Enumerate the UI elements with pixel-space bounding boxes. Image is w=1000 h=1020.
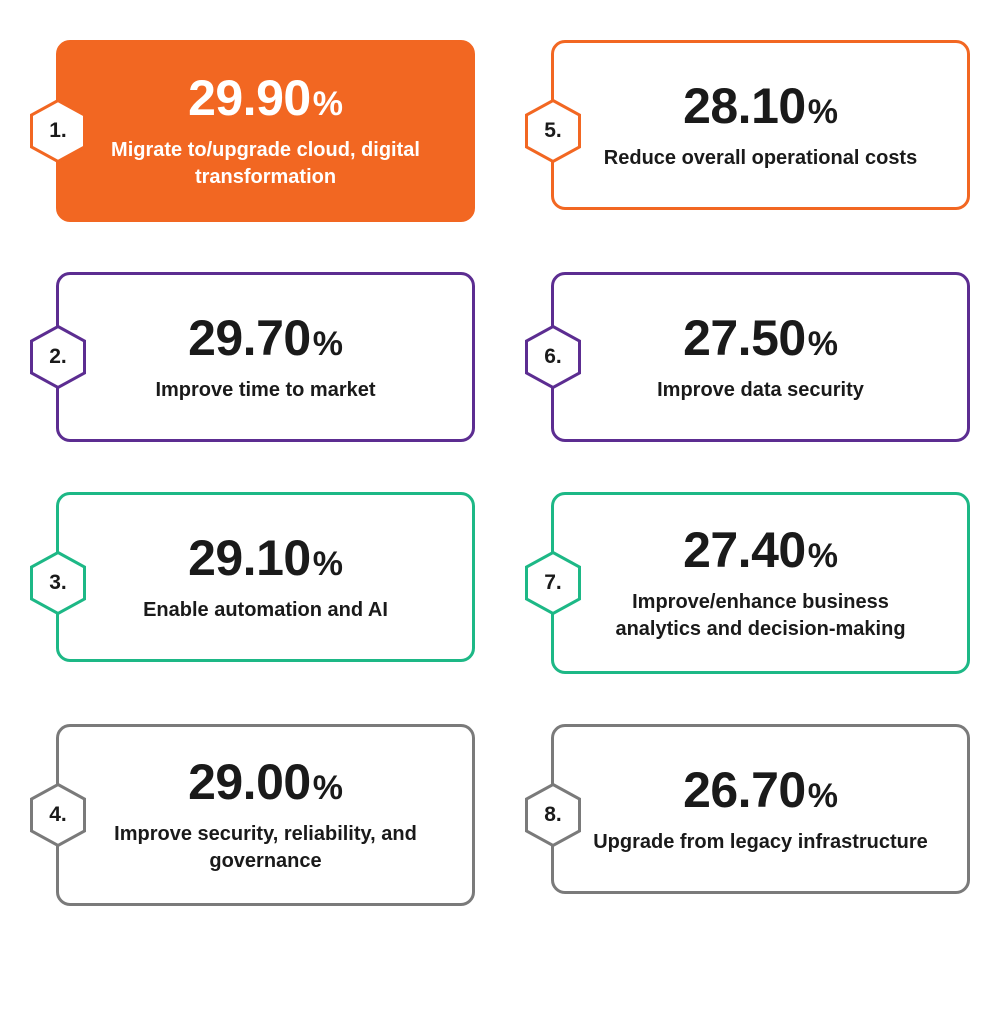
stat-card-4: 29.00 % Improve security, reliability, a… xyxy=(56,724,475,906)
card-wrap-3: 3. 29.10 % Enable automation and AI xyxy=(30,492,475,674)
rank-hexagon-6: 6. xyxy=(525,325,581,389)
rank-hexagon-2: 2. xyxy=(30,325,86,389)
rank-number: 5. xyxy=(525,99,581,163)
percent-value: 28.10 xyxy=(683,77,806,135)
percent-value: 29.00 xyxy=(188,753,311,811)
card-label: Upgrade from legacy infrastructure xyxy=(593,829,928,856)
rank-number: 7. xyxy=(525,551,581,615)
stat-card-3: 29.10 % Enable automation and AI xyxy=(56,492,475,662)
percent-sign: % xyxy=(808,537,838,576)
percent-sign: % xyxy=(808,325,838,364)
percent-row: 29.70 % xyxy=(188,309,343,367)
rank-number: 3. xyxy=(30,551,86,615)
card-wrap-6: 6. 27.50 % Improve data security xyxy=(525,272,970,442)
card-wrap-7: 7. 27.40 % Improve/enhance business anal… xyxy=(525,492,970,674)
card-wrap-2: 2. 29.70 % Improve time to market xyxy=(30,272,475,442)
card-wrap-8: 8. 26.70 % Upgrade from legacy infrastru… xyxy=(525,724,970,906)
percent-sign: % xyxy=(808,93,838,132)
card-label: Improve time to market xyxy=(155,377,375,404)
percent-value: 29.90 xyxy=(188,69,311,127)
rank-number: 2. xyxy=(30,325,86,389)
percent-sign: % xyxy=(313,85,343,124)
percent-value: 29.70 xyxy=(188,309,311,367)
stat-card-6: 27.50 % Improve data security xyxy=(551,272,970,442)
percent-row: 29.00 % xyxy=(188,753,343,811)
stat-card-1: 29.90 % Migrate to/upgrade cloud, digita… xyxy=(56,40,475,222)
stat-card-5: 28.10 % Reduce overall operational costs xyxy=(551,40,970,210)
rank-number: 8. xyxy=(525,783,581,847)
infographic-grid: 1. 29.90 % Migrate to/upgrade cloud, dig… xyxy=(30,40,970,906)
rank-hexagon-5: 5. xyxy=(525,99,581,163)
rank-hexagon-3: 3. xyxy=(30,551,86,615)
stat-card-7: 27.40 % Improve/enhance business analyti… xyxy=(551,492,970,674)
percent-sign: % xyxy=(313,545,343,584)
rank-hexagon-7: 7. xyxy=(525,551,581,615)
card-wrap-5: 5. 28.10 % Reduce overall operational co… xyxy=(525,40,970,222)
card-label: Improve data security xyxy=(657,377,864,404)
card-label: Improve/enhance business analytics and d… xyxy=(591,589,931,643)
percent-value: 27.40 xyxy=(683,521,806,579)
percent-row: 28.10 % xyxy=(683,77,838,135)
percent-value: 26.70 xyxy=(683,761,806,819)
card-label: Improve security, reliability, and gover… xyxy=(96,821,436,875)
percent-value: 27.50 xyxy=(683,309,806,367)
percent-row: 27.40 % xyxy=(683,521,838,579)
percent-sign: % xyxy=(313,769,343,808)
rank-hexagon-4: 4. xyxy=(30,783,86,847)
percent-row: 29.10 % xyxy=(188,529,343,587)
percent-sign: % xyxy=(808,777,838,816)
rank-number: 6. xyxy=(525,325,581,389)
rank-hexagon-8: 8. xyxy=(525,783,581,847)
stat-card-8: 26.70 % Upgrade from legacy infrastructu… xyxy=(551,724,970,894)
card-label: Migrate to/upgrade cloud, digital transf… xyxy=(96,137,436,191)
percent-sign: % xyxy=(313,325,343,364)
card-wrap-4: 4. 29.00 % Improve security, reliability… xyxy=(30,724,475,906)
card-label: Enable automation and AI xyxy=(143,597,388,624)
percent-row: 29.90 % xyxy=(188,69,343,127)
card-wrap-1: 1. 29.90 % Migrate to/upgrade cloud, dig… xyxy=(30,40,475,222)
rank-number: 1. xyxy=(30,99,86,163)
percent-row: 27.50 % xyxy=(683,309,838,367)
rank-number: 4. xyxy=(30,783,86,847)
rank-hexagon-1: 1. xyxy=(30,99,86,163)
card-label: Reduce overall operational costs xyxy=(604,145,917,172)
percent-value: 29.10 xyxy=(188,529,311,587)
stat-card-2: 29.70 % Improve time to market xyxy=(56,272,475,442)
percent-row: 26.70 % xyxy=(683,761,838,819)
